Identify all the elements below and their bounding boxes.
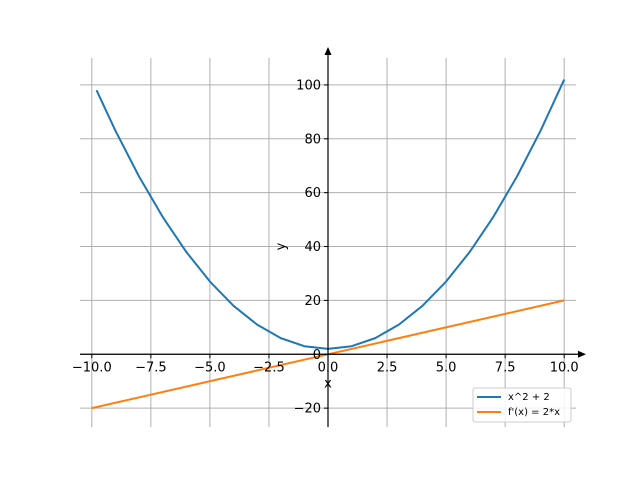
x-tick-label-5: 2.5 bbox=[377, 360, 398, 375]
y-tick-label-5: 80 bbox=[304, 132, 321, 147]
x-tick-label-3: −2.5 bbox=[253, 360, 285, 375]
axes bbox=[80, 47, 586, 427]
x-tick-label-8: 10.0 bbox=[550, 360, 579, 375]
legend-label-1: f'(x) = 2*x bbox=[508, 407, 560, 418]
x-tick-label-7: 7.5 bbox=[495, 360, 516, 375]
x-tick-label-4: 0.0 bbox=[318, 360, 339, 375]
y-axis-arrow bbox=[324, 47, 332, 55]
x-tick-label-2: −5.0 bbox=[194, 360, 226, 375]
y-tick-label-6: 100 bbox=[296, 78, 321, 93]
y-axis-label: y bbox=[274, 242, 289, 250]
series-line-0 bbox=[95, 79, 566, 350]
x-tick-label-6: 5.0 bbox=[436, 360, 457, 375]
x-tick-label-1: −7.5 bbox=[135, 360, 167, 375]
legend-label-0: x^2 + 2 bbox=[508, 392, 550, 403]
y-tick-label-3: 40 bbox=[304, 240, 321, 255]
y-tick-label-2: 20 bbox=[304, 294, 321, 309]
x-axis-arrow bbox=[578, 350, 586, 358]
x-axis-label: x bbox=[324, 376, 332, 391]
y-tick-label-0: −20 bbox=[294, 402, 321, 417]
x-tick-label-0: −10.0 bbox=[72, 360, 112, 375]
legend: x^2 + 2 f'(x) = 2*x bbox=[472, 387, 572, 423]
y-tick-label-4: 60 bbox=[304, 186, 321, 201]
ticks: −10.0 −7.5 −5.0 −2.5 0.0 2.5 5.0 7.5 10.0 −20 0 20 4… bbox=[72, 78, 579, 416]
y-tick-label-1: 0 bbox=[313, 348, 321, 363]
